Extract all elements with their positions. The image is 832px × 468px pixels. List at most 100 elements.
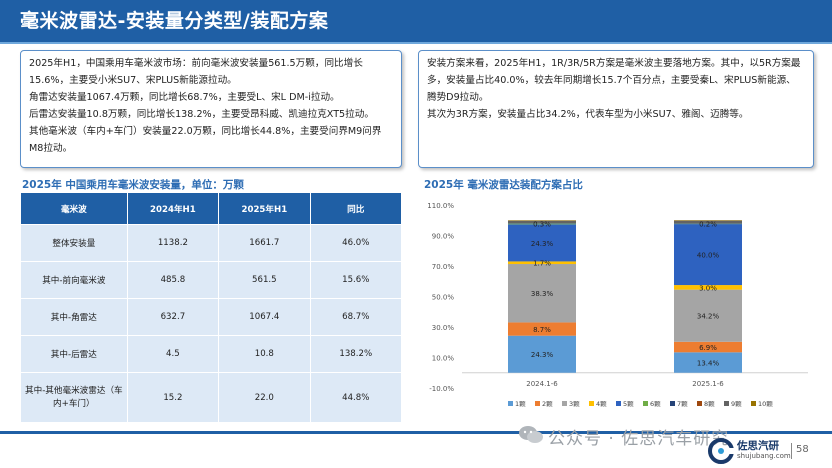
legend-label: 3颗 xyxy=(569,400,580,408)
cell-yoy: 46.0% xyxy=(309,224,403,262)
table-row: 其中-后雷达 4.5 10.8 138.2% xyxy=(20,335,403,373)
chart-title: 2025年 毫米波雷达装配方案占比 xyxy=(424,179,583,191)
data-label: 6.9% xyxy=(699,344,717,352)
bar-segment-5颗 xyxy=(674,224,742,286)
data-label: 40.0% xyxy=(697,252,720,260)
bar-segment-9颗 xyxy=(508,220,576,224)
page-title: 毫米波雷达-安装量分类型/装配方案 xyxy=(20,10,329,32)
x-tick-label: 2025.1-6 xyxy=(692,380,724,388)
cell-yoy: 15.6% xyxy=(309,261,403,299)
legend-swatch xyxy=(643,401,648,406)
cell-yoy: 68.7% xyxy=(309,298,403,336)
page-number: 58 xyxy=(796,444,809,455)
cell-2024h1: 485.8 xyxy=(126,261,220,299)
legend-item: 10颗 xyxy=(751,400,773,408)
cell-2025h1: 1661.7 xyxy=(218,224,311,262)
x-axis: 2024.1-6 2025.1-6 xyxy=(526,380,724,388)
table-row: 整体安装量 1138.2 1661.7 46.0% xyxy=(20,224,403,262)
summary-line-2: 角雷达安装量1067.4万颗，同比增长68.7%，主要受L、宋L DM-i拉动。 xyxy=(29,92,340,103)
y-tick-label: -10.0% xyxy=(429,385,454,393)
summary-line-1: 2025年H1，中国乘用车毫米波市场：前向毫米波安装量561.5万颗，同比增长1… xyxy=(29,58,363,86)
cell-2025h1: 561.5 xyxy=(218,261,311,299)
legend-swatch xyxy=(724,401,729,406)
right-summary-box: 安装方案来看，2025年H1，1R/3R/5R方案是毫米波主要落地方案。其中，以… xyxy=(418,50,814,168)
bar-segment-1颗 xyxy=(508,335,576,373)
page-number-divider xyxy=(791,443,792,459)
col-header-yoy: 同比 xyxy=(309,192,403,225)
data-label: 0.2% xyxy=(699,220,717,228)
cell-type: 整体安装量 xyxy=(20,224,128,262)
bar-segment-4颗 xyxy=(674,285,742,290)
bar-segment-3颗 xyxy=(508,264,576,323)
x-tick-label: 2024.1-6 xyxy=(526,380,558,388)
left-summary-box: 2025年H1，中国乘用车毫米波市场：前向毫米波安装量561.5万颗，同比增长1… xyxy=(20,50,402,168)
cell-yoy: 44.8% xyxy=(309,372,403,423)
legend-swatch xyxy=(751,401,756,406)
bar-segment-6颗 xyxy=(674,223,742,225)
legend-item: 3颗 xyxy=(562,400,580,408)
bar-segment-6颗 xyxy=(508,223,576,225)
legend-item: 8颗 xyxy=(697,400,715,408)
y-tick-label: 110.0% xyxy=(427,202,454,210)
data-label: 24.3% xyxy=(531,240,554,248)
legend-swatch xyxy=(589,401,594,406)
y-tick-label: 30.0% xyxy=(432,324,455,332)
table-row: 其中-角雷达 632.7 1067.4 68.7% xyxy=(20,298,403,336)
cell-2024h1: 15.2 xyxy=(126,372,220,423)
table-row: 其中-其他毫米波雷达（车内+车门） 15.2 22.0 44.8% xyxy=(20,372,403,423)
legend-item: 7颗 xyxy=(670,400,688,408)
legend-swatch xyxy=(508,401,513,406)
cell-2024h1: 1138.2 xyxy=(126,224,220,262)
data-label: 34.2% xyxy=(697,313,720,321)
col-header-2025h1: 2025年H1 xyxy=(218,192,311,225)
cell-2025h1: 1067.4 xyxy=(218,298,311,336)
summary-line-1: 安装方案来看，2025年H1，1R/3R/5R方案是毫米波主要落地方案。其中，以… xyxy=(427,58,801,103)
installation-table: 毫米波 2024年H1 2025年H1 同比 整体安装量 1138.2 1661… xyxy=(20,192,403,423)
data-label: 0.3% xyxy=(533,220,551,228)
header-divider xyxy=(0,42,832,44)
brand-url: shujubang.com xyxy=(737,452,791,460)
y-tick-label: 10.0% xyxy=(432,355,455,363)
bar-segment-10颗 xyxy=(508,220,576,221)
legend-label: 9颗 xyxy=(731,400,742,408)
watermark: 公众号 · 佐思汽车研究 xyxy=(548,429,730,449)
header-bar: 毫米波雷达-安装量分类型/装配方案 xyxy=(0,0,832,42)
bar-segment-3颗 xyxy=(674,289,742,342)
legend-swatch xyxy=(535,401,540,406)
summary-line-4: 其他毫米波（车内+车门）安装量22.0万颗，同比增长44.8%，主要受问界M9问… xyxy=(29,126,382,154)
table-row: 其中-前向毫米波 485.8 561.5 15.6% xyxy=(20,261,403,299)
col-header-2024h1: 2024年H1 xyxy=(126,192,220,225)
data-label: 24.3% xyxy=(531,351,554,359)
cell-type: 其中-前向毫米波 xyxy=(20,261,128,299)
data-label: 13.4% xyxy=(697,360,720,368)
table-title: 2025年 中国乘用车毫米波安装量，单位：万颗 xyxy=(22,179,244,191)
legend-swatch xyxy=(562,401,567,406)
legend-item: 1颗 xyxy=(508,400,526,408)
legend-label: 6颗 xyxy=(650,400,661,408)
legend-label: 2颗 xyxy=(542,400,553,408)
bar-segment-7颗 xyxy=(674,223,742,224)
cell-2025h1: 10.8 xyxy=(218,335,311,373)
bar-segment-5颗 xyxy=(508,224,576,262)
cell-type: 其中-其他毫米波雷达（车内+车门） xyxy=(20,372,128,423)
legend-swatch xyxy=(697,401,702,406)
stacked-bars: 24.3% 8.7% 38.3% 1.7% 24.3% 0.3% 13.4% 6.9% 34.2… xyxy=(508,220,742,373)
legend-label: 10颗 xyxy=(758,400,773,408)
legend-swatch xyxy=(616,401,621,406)
y-axis: 110.0% 90.0% 70.0% 50.0% 30.0% 10.0% -10.0% xyxy=(427,202,808,393)
bar-segment-10颗 xyxy=(674,220,742,221)
bar-stack: 13.4% 6.9% 34.2% 3.0% 40.0% 0.2% xyxy=(674,220,742,373)
y-tick-label: 90.0% xyxy=(432,233,455,241)
data-label: 38.3% xyxy=(531,290,554,298)
cell-type: 其中-角雷达 xyxy=(20,298,128,336)
legend-label: 1颗 xyxy=(515,400,526,408)
bar-segment-2颗 xyxy=(508,322,576,336)
data-label: 3.0% xyxy=(699,284,717,292)
cell-2025h1: 22.0 xyxy=(218,372,311,423)
legend-item: 2颗 xyxy=(535,400,553,408)
bar-stack: 24.3% 8.7% 38.3% 1.7% 24.3% 0.3% xyxy=(508,220,576,373)
table-header-row: 毫米波 2024年H1 2025年H1 同比 xyxy=(20,192,403,225)
bar-segment-4颗 xyxy=(508,261,576,265)
footer-divider xyxy=(0,431,832,434)
legend-swatch xyxy=(670,401,675,406)
